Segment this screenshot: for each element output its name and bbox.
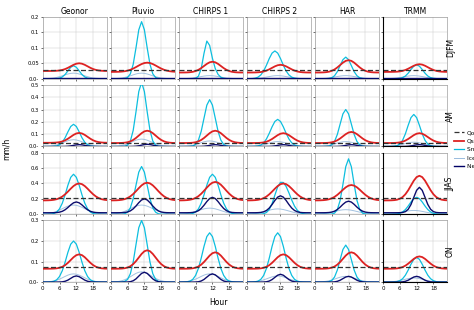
Y-axis label: JJAS: JJAS [446,176,455,191]
Title: HAR: HAR [339,7,356,16]
Title: Pluvio: Pluvio [131,7,155,16]
Text: Hour: Hour [209,298,228,307]
Legend: Qobs, Qsim, Snow melt, Ice melt, Net rainfall: Qobs, Qsim, Snow melt, Ice melt, Net rai… [454,130,474,169]
Y-axis label: AM: AM [446,110,455,122]
Title: CHIRPS 1: CHIRPS 1 [193,7,228,16]
Title: TRMM: TRMM [403,7,427,16]
Title: Geonor: Geonor [61,7,89,16]
Text: mm/h: mm/h [2,138,10,160]
Y-axis label: ON: ON [446,246,455,257]
Title: CHIRPS 2: CHIRPS 2 [262,7,297,16]
Y-axis label: DJFM: DJFM [446,38,455,57]
